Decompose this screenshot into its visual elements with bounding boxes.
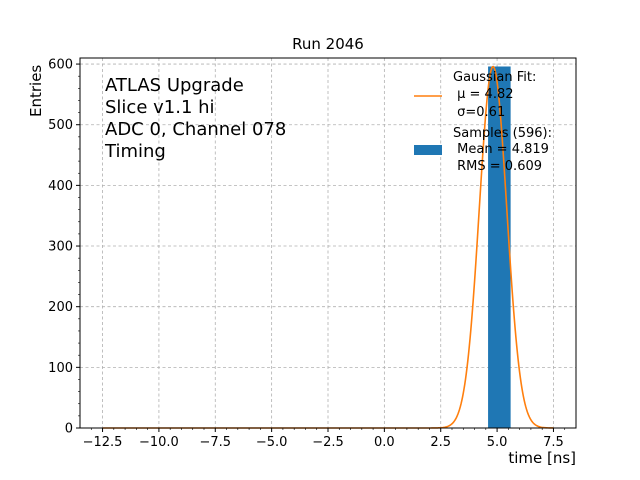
y-tick-label: 200 xyxy=(48,300,73,315)
y-tick-label: 400 xyxy=(48,179,73,194)
legend-fit-sigma: σ=0.61 xyxy=(453,105,505,120)
x-tick-label: −12.5 xyxy=(83,435,123,450)
x-tick-label: −10.0 xyxy=(139,435,179,450)
chart-title: Run 2046 xyxy=(292,35,364,53)
annotation: ATLAS Upgrade Slice v1.1 hi ADC 0, Chann… xyxy=(104,75,286,162)
annotation-line: ADC 0, Channel 078 xyxy=(105,119,286,140)
y-tick-label: 500 xyxy=(48,118,73,133)
legend-fit-mu: μ = 4.82 xyxy=(453,87,514,102)
legend: Gaussian Fit: μ = 4.82 σ=0.61 Samples (5… xyxy=(414,70,552,174)
y-axis-label: Entries xyxy=(27,65,45,117)
y-tick-label: 300 xyxy=(48,240,73,255)
x-tick-label: 5.0 xyxy=(487,435,508,450)
x-tick-label: 2.5 xyxy=(430,435,451,450)
x-tick-label: −5.0 xyxy=(256,435,288,450)
x-tick-label: 0.0 xyxy=(374,435,395,450)
y-tick-label: 100 xyxy=(48,361,73,376)
legend-samples-swatch xyxy=(414,145,442,155)
x-tick-label: 7.5 xyxy=(543,435,564,450)
annotation-line: Slice v1.1 hi xyxy=(105,97,215,118)
x-tick-label: −2.5 xyxy=(312,435,344,450)
legend-samples-label: Samples (596): xyxy=(453,126,552,141)
x-axis-label: time [ns] xyxy=(508,449,576,467)
annotation-line: Timing xyxy=(104,141,166,162)
legend-samples-mean: Mean = 4.819 xyxy=(453,142,549,157)
legend-samples-rms: RMS = 0.609 xyxy=(453,159,542,174)
axis-ticks: −12.5 −10.0 −7.5 −5.0 −2.5 0.0 2.5 5.0 7.5 0 100 20… xyxy=(48,58,566,450)
annotation-line: ATLAS Upgrade xyxy=(105,75,244,96)
histogram-bar xyxy=(488,66,511,428)
x-tick-label: −7.5 xyxy=(199,435,231,450)
legend-fit-label: Gaussian Fit: xyxy=(453,70,536,85)
y-tick-label: 600 xyxy=(48,58,73,73)
y-tick-label: 0 xyxy=(65,422,73,437)
